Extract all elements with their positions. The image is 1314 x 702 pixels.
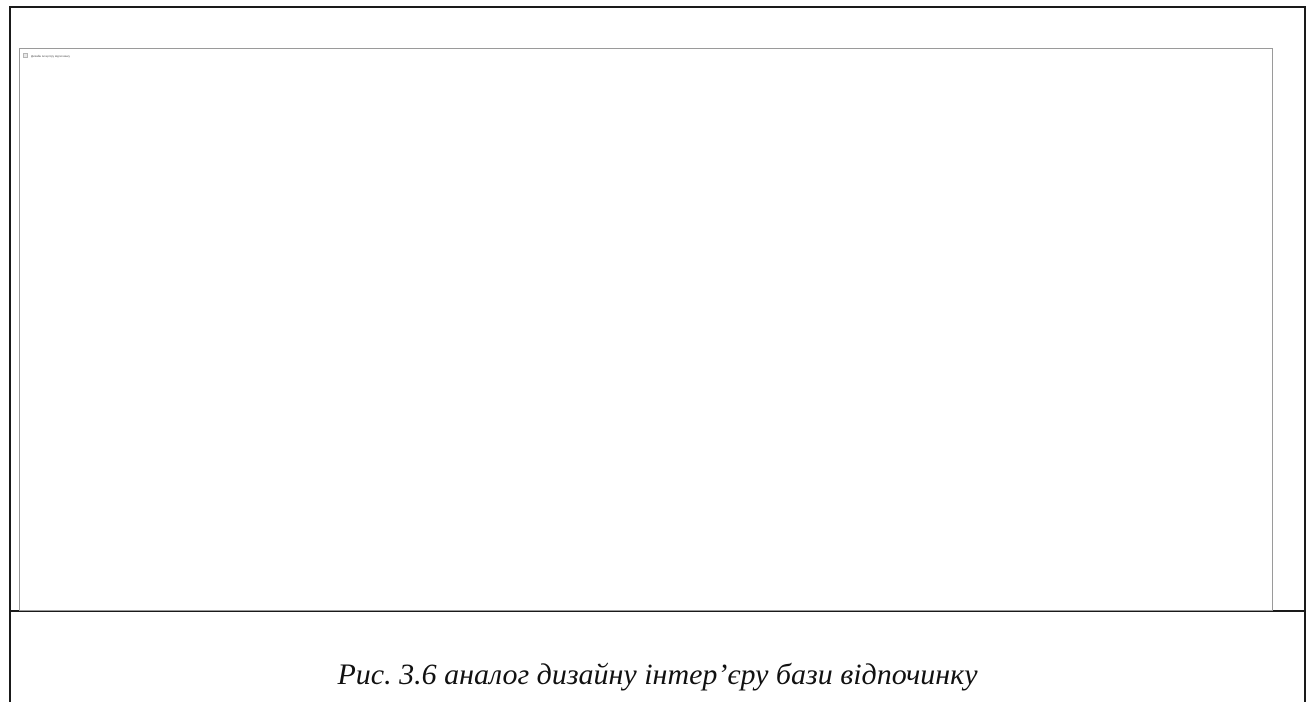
figure-caption: Рис. 3.6 аналог дизайну інтер’єру бази в…	[337, 658, 978, 691]
broken-image-icon	[23, 53, 28, 58]
frame-divider	[9, 610, 1306, 612]
figure-image: Дизайн інтер'єру відпочинку	[19, 48, 1273, 611]
image-alt-text: Дизайн інтер'єру відпочинку	[31, 53, 70, 58]
figure-frame	[9, 6, 1306, 702]
broken-image-indicator: Дизайн інтер'єру відпочинку	[23, 53, 70, 58]
